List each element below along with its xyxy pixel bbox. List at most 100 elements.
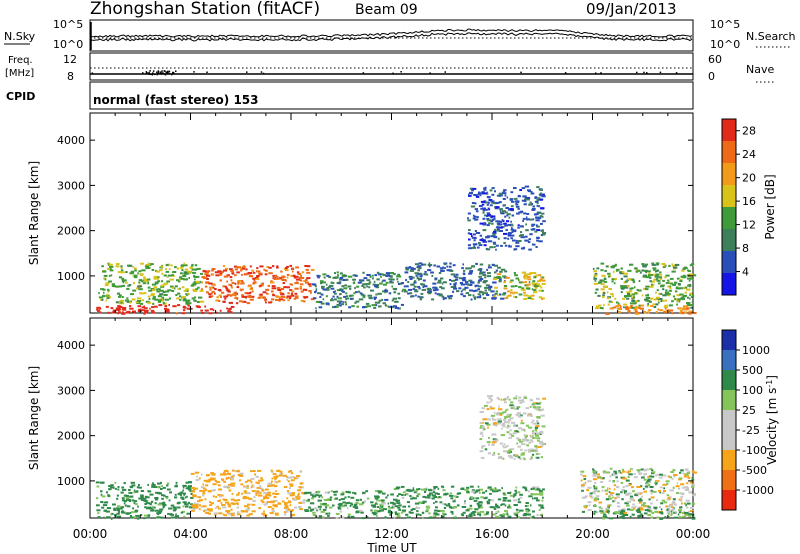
echo-cell xyxy=(147,266,151,269)
echo-cell xyxy=(538,509,541,511)
echo-cell xyxy=(506,511,508,514)
echo-cell xyxy=(113,486,115,489)
echo-cell xyxy=(537,280,541,283)
freq-dot xyxy=(643,71,645,74)
echo-cell xyxy=(660,502,664,505)
echo-cell xyxy=(535,216,540,219)
y-tick-label: 1000 xyxy=(57,270,85,283)
echo-cell xyxy=(131,484,136,487)
echo-cell xyxy=(361,517,366,520)
echo-cell xyxy=(391,285,393,288)
echo-cell xyxy=(168,499,171,502)
echo-cell xyxy=(490,290,495,293)
echo-cell xyxy=(145,300,150,303)
time-tick-label: 00:00 xyxy=(73,527,108,541)
echo-cell xyxy=(183,262,185,265)
echo-cell xyxy=(486,212,491,215)
echo-cell xyxy=(594,486,598,489)
echo-cell xyxy=(665,480,670,483)
echo-cell xyxy=(520,448,523,451)
echo-cell xyxy=(607,512,610,515)
echo-cell xyxy=(683,502,686,505)
echo-cell xyxy=(478,242,481,244)
echo-cell xyxy=(153,311,155,314)
echo-cell xyxy=(321,281,326,284)
echo-cell xyxy=(525,424,529,427)
echo-cell xyxy=(652,490,657,493)
echo-cell xyxy=(319,301,322,303)
echo-cell xyxy=(147,516,150,519)
echo-cell xyxy=(502,275,507,278)
echo-cell xyxy=(513,187,517,189)
echo-cell xyxy=(96,308,98,311)
echo-cell xyxy=(264,497,270,499)
echo-cell xyxy=(247,285,252,288)
echo-cell xyxy=(517,498,520,501)
echo-cell xyxy=(486,203,489,206)
echo-cell xyxy=(536,513,539,516)
echo-cell xyxy=(147,301,152,304)
echo-cell xyxy=(655,291,657,294)
echo-cell xyxy=(538,296,543,299)
echo-cell xyxy=(278,474,283,477)
echo-cell xyxy=(366,285,369,288)
echo-cell xyxy=(467,219,471,222)
echo-cell xyxy=(517,438,521,441)
echo-cell xyxy=(140,302,144,305)
echo-cell xyxy=(380,275,382,278)
echo-cell xyxy=(531,223,536,226)
echo-cell xyxy=(297,476,299,479)
echo-cell xyxy=(483,428,486,431)
echo-cell xyxy=(518,279,520,282)
echo-cell xyxy=(217,484,221,487)
echo-cell xyxy=(394,511,398,514)
echo-cell xyxy=(385,281,389,284)
echo-cell xyxy=(244,486,249,489)
echo-cell xyxy=(482,418,487,421)
echo-cell xyxy=(468,194,472,197)
echo-cell xyxy=(531,453,535,456)
echo-cell xyxy=(637,289,642,292)
echo-cell xyxy=(381,500,385,503)
echo-cell xyxy=(436,293,441,296)
echo-cell xyxy=(642,265,647,268)
echo-cell xyxy=(266,292,269,295)
echo-cell xyxy=(189,266,192,269)
echo-cell xyxy=(354,301,357,304)
echo-cell xyxy=(636,306,639,309)
echo-cell xyxy=(219,309,222,312)
echo-cell xyxy=(405,492,408,495)
echo-cell xyxy=(192,494,197,497)
echo-cell xyxy=(536,186,540,189)
echo-cell xyxy=(385,496,388,499)
echo-cell xyxy=(178,280,181,283)
echo-cell xyxy=(256,486,261,489)
echo-cell xyxy=(634,310,638,313)
echo-cell xyxy=(484,214,486,217)
echo-cell xyxy=(486,268,489,271)
echo-cell xyxy=(125,494,129,497)
echo-cell xyxy=(312,492,315,495)
echo-cell xyxy=(212,473,216,476)
echo-cell xyxy=(504,297,509,300)
echo-cell xyxy=(180,496,184,499)
nsky-left-axis: N.Sky 10^5 10^0 xyxy=(4,18,83,51)
echo-cell xyxy=(497,457,501,460)
echo-cell xyxy=(486,218,490,220)
echo-cell xyxy=(643,269,648,272)
echo-cell xyxy=(624,286,629,289)
echo-cell xyxy=(334,290,336,293)
echo-cell xyxy=(428,492,433,495)
echo-cell xyxy=(587,501,592,504)
echo-cell xyxy=(409,278,413,280)
echo-cell xyxy=(349,505,352,507)
echo-cell xyxy=(122,306,127,309)
echo-cell xyxy=(530,450,534,452)
echo-cell xyxy=(581,484,585,486)
echo-cell xyxy=(392,502,396,505)
echo-cell xyxy=(261,489,264,492)
echo-cell xyxy=(671,312,674,315)
echo-cell xyxy=(108,488,112,491)
echo-cell xyxy=(401,290,404,293)
echo-cell xyxy=(513,295,515,298)
